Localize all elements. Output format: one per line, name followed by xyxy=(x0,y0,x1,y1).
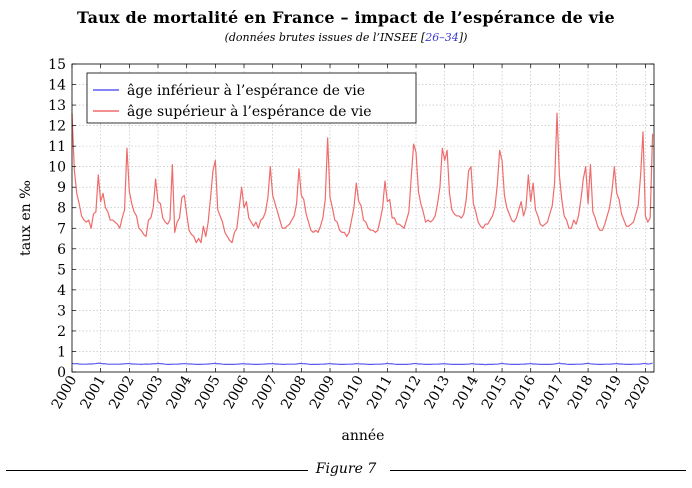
x-tick-label: 2012 xyxy=(393,373,425,412)
x-tick-label: 2016 xyxy=(508,373,540,412)
x-tick-label: 2009 xyxy=(307,373,339,412)
series-line-1 xyxy=(71,362,653,366)
legend-box xyxy=(86,72,417,124)
x-tick-label: 2006 xyxy=(221,373,253,412)
x-tick-label: 2007 xyxy=(249,373,281,412)
y-tick-label: 3 xyxy=(57,303,66,319)
x-tick-label: 2020 xyxy=(622,373,654,412)
x-tick-label: 2000 xyxy=(49,373,81,412)
x-tick-label: 2001 xyxy=(77,373,109,412)
x-tick-label: 2017 xyxy=(536,373,568,412)
x-tick-label: 2010 xyxy=(335,373,367,412)
subtitle-prefix: (données brutes issues de l’INSEE [ xyxy=(224,31,426,44)
chart-subtitle: (données brutes issues de l’INSEE [26–34… xyxy=(0,31,692,44)
x-tick-label: 2004 xyxy=(163,373,195,412)
y-tick-label: 12 xyxy=(48,119,66,135)
y-tick-label: 7 xyxy=(57,221,66,237)
y-tick-label: 2 xyxy=(57,324,66,340)
y-tick-label: 6 xyxy=(57,242,66,258)
x-axis-label: année xyxy=(342,428,385,444)
plot-frame xyxy=(71,63,655,373)
x-tick-label: 2005 xyxy=(192,373,224,412)
figure-caption-text: Figure 7 xyxy=(315,461,377,477)
y-tick-label: 11 xyxy=(48,139,66,155)
x-tick-label: 2003 xyxy=(135,373,167,412)
legend: âge inférieur à l’espérance de vie âge su… xyxy=(86,72,417,124)
caption-rule-left xyxy=(6,470,308,471)
x-tick-label: 2013 xyxy=(421,373,453,412)
y-tick-label: 1 xyxy=(57,344,66,360)
chart-svg: 0123456789101112131415200020012002200320… xyxy=(18,57,655,444)
x-tick-label: 2019 xyxy=(594,373,626,412)
legend-label-2: âge supérieur à l’espérance de vie xyxy=(127,103,372,120)
subtitle-reference-link[interactable]: 26–34 xyxy=(425,31,459,44)
y-tick-label: 14 xyxy=(48,78,66,94)
figure-caption: Figure 7 xyxy=(0,461,692,481)
y-tick-label: 9 xyxy=(57,180,66,196)
x-tick-label: 2002 xyxy=(106,373,138,412)
chart-title: Taux de mortalité en France – impact de … xyxy=(77,8,615,27)
x-tick-label: 2014 xyxy=(450,373,482,412)
y-tick-label: 8 xyxy=(57,201,66,217)
y-tick-label: 10 xyxy=(48,160,66,176)
caption-rule-right xyxy=(390,470,686,471)
x-tick-label: 2015 xyxy=(479,373,511,412)
series-line-2 xyxy=(71,112,654,244)
x-tick-label: 2008 xyxy=(278,373,310,412)
y-tick-label: 15 xyxy=(48,57,66,73)
y-tick-label: 13 xyxy=(48,98,66,114)
y-tick-label: 4 xyxy=(57,283,66,299)
x-tick-label: 2018 xyxy=(565,373,597,412)
y-axis-label: taux en ‰ xyxy=(18,180,34,256)
legend-label-1: âge inférieur à l’espérance de vie xyxy=(127,82,365,99)
subtitle-suffix: ]) xyxy=(458,31,468,44)
x-tick-label: 2011 xyxy=(364,373,396,412)
y-tick-label: 0 xyxy=(57,365,66,381)
y-tick-label: 5 xyxy=(57,262,66,278)
